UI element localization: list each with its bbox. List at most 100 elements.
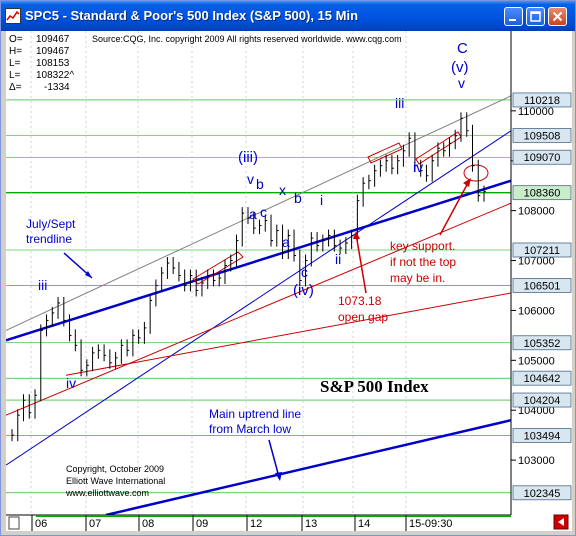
price-box-label: 108360: [524, 188, 561, 200]
price-box-label: 104204: [524, 395, 561, 407]
time-axis-ticks: 06 07 08 09 12 13 14 15-09:30: [31, 515, 452, 531]
price-box-label: 104642: [524, 373, 561, 385]
july-sept-trendline: [6, 179, 512, 342]
wave-label-iv-paren: (iv): [293, 282, 314, 299]
y-tick-label: 105000: [518, 355, 555, 367]
wave-label-c-low: c: [301, 264, 308, 280]
x-tick-label: 07: [89, 518, 101, 530]
main-uptrend-line2: from March low: [209, 422, 291, 436]
wave-label-b-top: b: [256, 176, 264, 192]
main-uptrend-arrowhead: [275, 472, 282, 481]
minimize-button[interactable]: [504, 7, 523, 26]
open-gap-pointer: [355, 233, 367, 294]
ohlc-readout: O= 109467 H= 109467 L= 108153 L= 108322^…: [9, 34, 74, 93]
readout-open-value: 109467: [36, 34, 70, 45]
wave-label-x: x: [279, 182, 286, 198]
y-tick-label: 108000: [518, 206, 555, 218]
scroll-left-box[interactable]: [8, 516, 20, 530]
ohlc-bars: [11, 112, 486, 442]
readout-last-key: L=: [9, 70, 21, 81]
x-tick-label: 15-09:30: [409, 518, 452, 530]
price-box: [512, 335, 572, 351]
price-box-label: 103494: [524, 430, 561, 442]
x-tick-label: 08: [142, 518, 154, 530]
y-tick-label: 107000: [518, 256, 555, 268]
key-support-line1: key support.: [390, 239, 455, 253]
y-tick-label: 106000: [518, 305, 555, 317]
wave-label-ii: ii: [335, 251, 341, 267]
plot-background: [6, 31, 511, 515]
wave-label-a-low: a: [282, 234, 290, 250]
main-uptrend-pointer: [268, 439, 280, 478]
index-title: S&P 500 Index: [320, 377, 429, 396]
wave-label-iv-right: iv: [413, 159, 423, 175]
wave-label-iv-left: iv: [66, 375, 76, 391]
price-box-label: 106501: [524, 280, 561, 292]
wave-label-c-mid: c: [260, 204, 267, 220]
close-button[interactable]: [548, 7, 567, 26]
price-box: [512, 92, 572, 108]
price-box: [512, 278, 572, 293]
july-sept-label-line2: trendline: [26, 232, 72, 246]
key-support-pointer: [439, 180, 470, 236]
red-lower-line: [65, 292, 512, 376]
price-box-label: 109508: [524, 130, 561, 142]
main-uptrend-line1: Main uptrend line: [209, 407, 301, 421]
july-sept-label-line1: July/Sept: [26, 217, 76, 231]
time-axis-background: [6, 515, 572, 531]
upper-trendline: [6, 95, 512, 331]
wave-label-a-mid: a: [249, 206, 257, 222]
maximize-icon: [530, 11, 541, 22]
price-box-label: 107211: [524, 245, 560, 257]
title-bar[interactable]: SPC5 - Standard & Poor's 500 Index (S&P …: [1, 1, 575, 31]
channel-box-top-left: [367, 142, 403, 164]
wave-label-i: i: [320, 192, 323, 208]
readout-change-key: Δ=: [9, 82, 22, 93]
y-tick-label: 103000: [518, 455, 555, 467]
red-support-line: [6, 202, 512, 416]
copyright-block: Copyright, October 2009 Elliott Wave Int…: [65, 464, 165, 498]
july-sept-arrowhead: [85, 271, 92, 278]
main-uptrend-line: [105, 418, 512, 517]
open-gap-note: 1073.18 open gap: [338, 294, 388, 324]
key-support-arrowhead: [463, 178, 471, 187]
trendlines: [6, 95, 512, 517]
trendline-note: July/Sept trendline: [26, 217, 76, 246]
wave-label-iii-right: iii: [395, 95, 404, 111]
x-tick-label: 09: [196, 518, 208, 530]
price-chart: 103000 104000 105000 106000 107000 108000 1090…: [6, 31, 572, 531]
open-gap-label-line2: open gap: [338, 310, 388, 324]
wave-label-v-top: v: [247, 171, 254, 187]
blue-channel-line: [6, 130, 512, 466]
wave-label-v-paren: (v): [451, 59, 469, 76]
readout-low-key: L=: [9, 58, 21, 69]
key-support-line3: may be in.: [390, 271, 445, 285]
readout-high-key: H=: [9, 46, 22, 57]
open-gap-label-line1: 1073.18: [338, 294, 382, 308]
x-tick-label: 06: [35, 518, 47, 530]
x-tick-label: 13: [305, 518, 317, 530]
readout-last-value: 108322^: [36, 70, 74, 81]
wave-label-C: C: [457, 40, 468, 57]
close-icon: [552, 11, 563, 22]
wave-label-v-final: v: [458, 75, 465, 91]
x-tick-label: 12: [250, 518, 262, 530]
main-uptrend-note: Main uptrend line from March low: [209, 407, 301, 436]
price-box: [512, 185, 572, 201]
chart-area[interactable]: 103000 104000 105000 106000 107000 108000 1090…: [6, 31, 572, 531]
price-box: [512, 127, 572, 143]
key-support-circle: [463, 164, 489, 182]
price-box-label: 102345: [524, 488, 561, 500]
gridlines: [6, 31, 511, 515]
x-tick-label: 14: [358, 518, 370, 530]
window-title: SPC5 - Standard & Poor's 500 Index (S&P …: [25, 8, 359, 23]
session-bar: [36, 515, 511, 517]
wave-label-b-right: b: [294, 190, 302, 206]
data-source-note: Source:CQG, Inc. copyright 2009 All righ…: [92, 34, 402, 44]
price-level-boxes: 110218 109508 109070 108360 107211 106501 1053…: [512, 92, 572, 501]
y-tick-label: 110000: [518, 106, 554, 118]
maximize-button[interactable]: [526, 7, 545, 26]
price-box-label: 110218: [524, 95, 560, 107]
price-box: [512, 149, 572, 165]
open-gap-arrowhead: [353, 231, 360, 239]
